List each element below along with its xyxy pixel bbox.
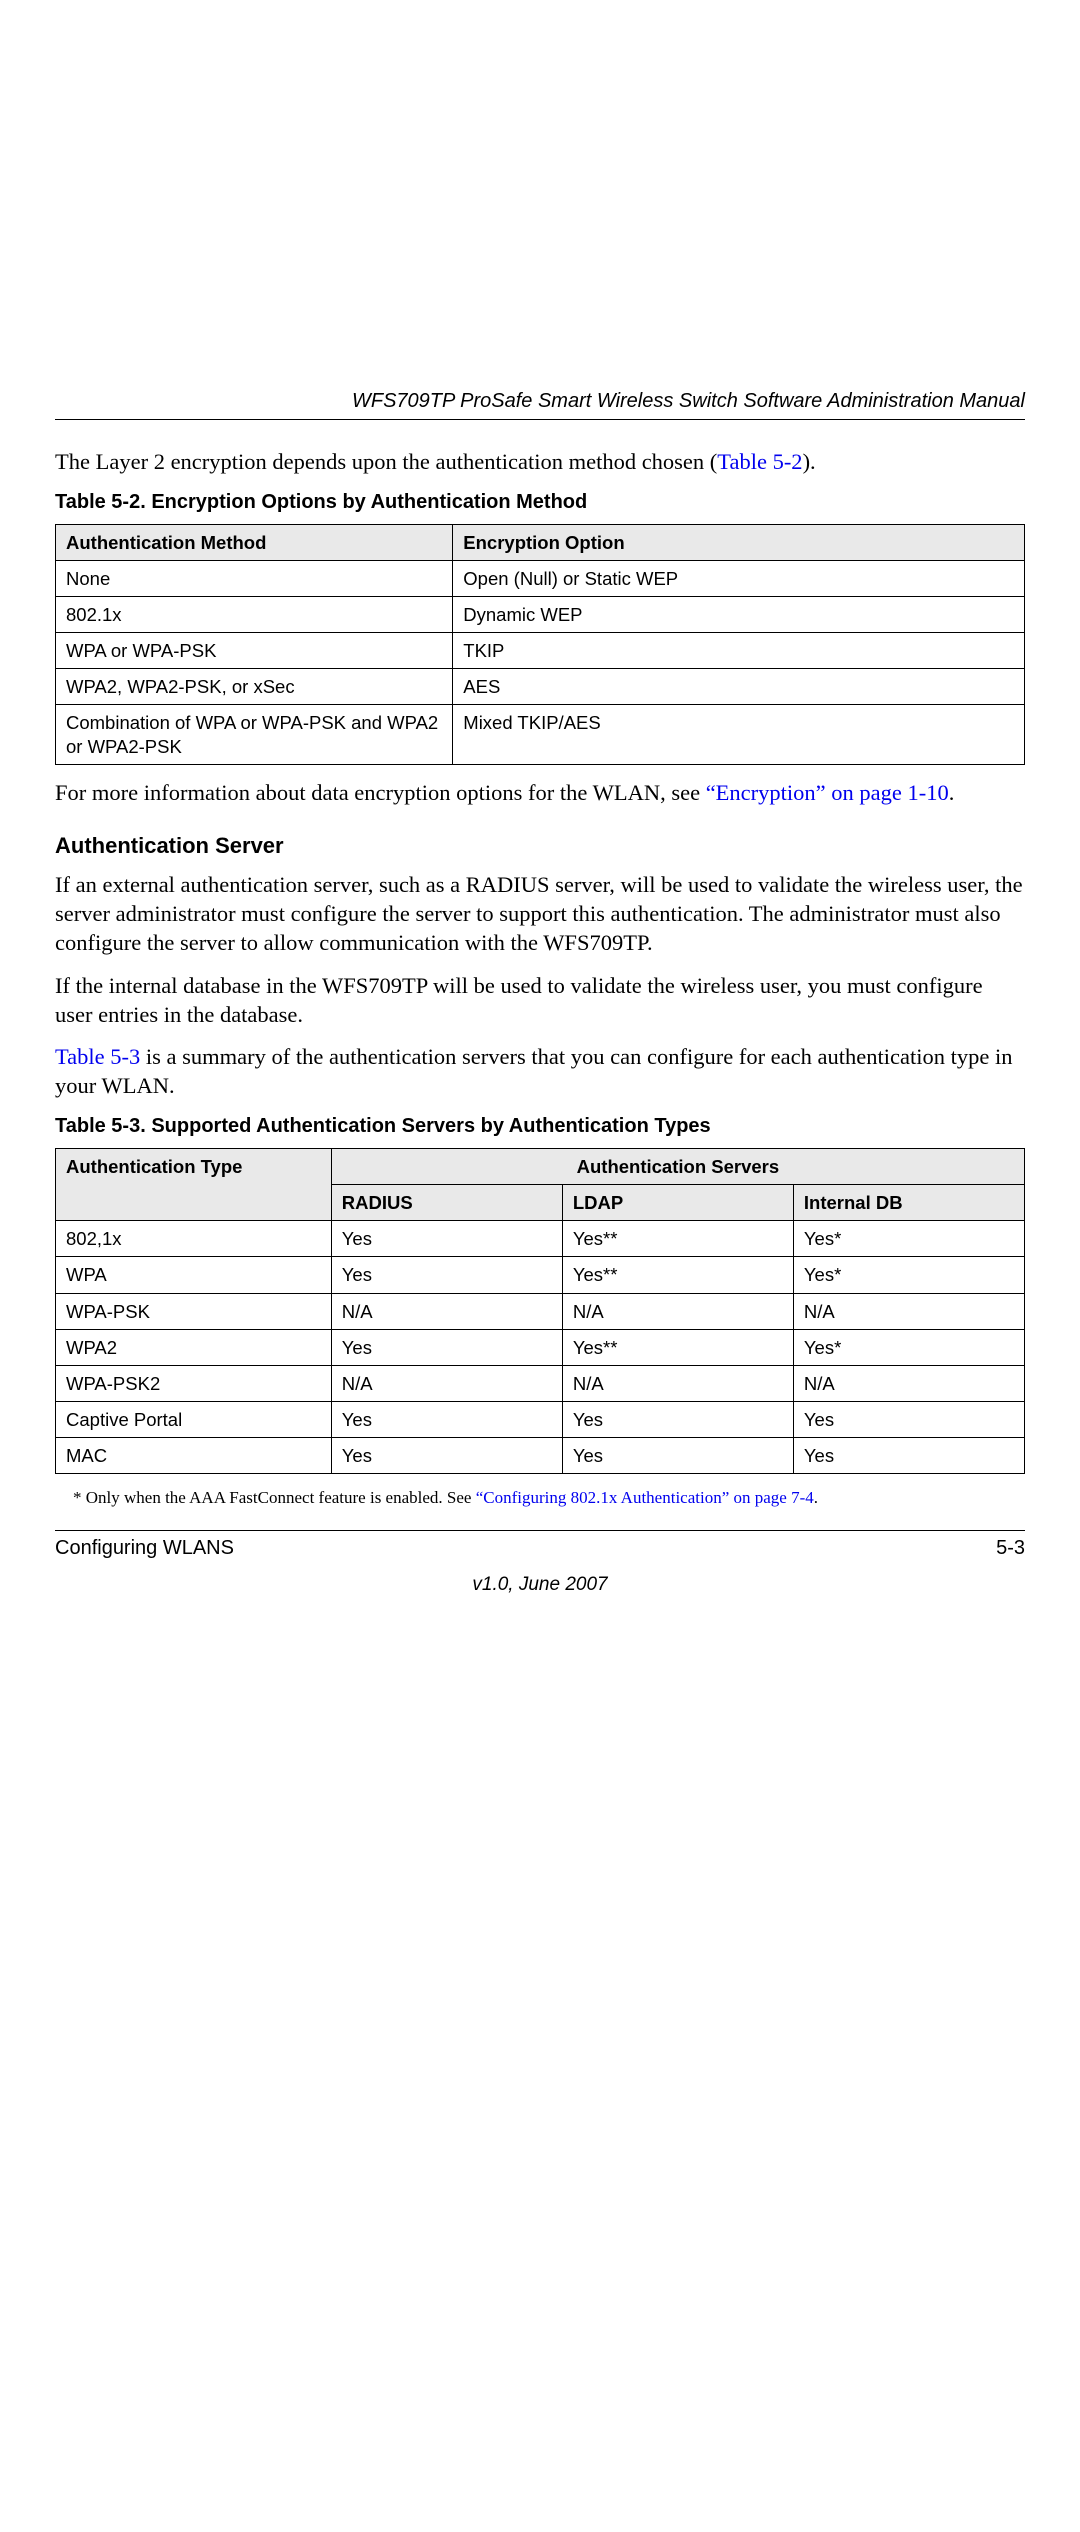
footnote-post: . xyxy=(814,1488,818,1507)
c: Yes xyxy=(793,1438,1024,1474)
table-row: 802.1xDynamic WEP xyxy=(56,597,1025,633)
c: MAC xyxy=(56,1438,332,1474)
footer-left: Configuring WLANS xyxy=(55,1537,234,1560)
t53-spanning-header: Authentication Servers xyxy=(331,1149,1024,1185)
table-row: Combination of WPA or WPA-PSK and WPA2 o… xyxy=(56,705,1025,764)
table-row: WPA2YesYes**Yes* xyxy=(56,1329,1025,1365)
c: N/A xyxy=(793,1293,1024,1329)
t52-c: TKIP xyxy=(453,633,1025,669)
t52-c: WPA or WPA-PSK xyxy=(56,633,453,669)
c: N/A xyxy=(562,1365,793,1401)
t52-h1: Encryption Option xyxy=(453,524,1025,560)
t53-rowhead: Authentication Type xyxy=(56,1149,332,1221)
t53-sub1: LDAP xyxy=(562,1185,793,1221)
footnote: * Only when the AAA FastConnect feature … xyxy=(73,1488,1025,1508)
t52-c: None xyxy=(56,560,453,596)
intro-paragraph: The Layer 2 encryption depends upon the … xyxy=(55,448,1025,477)
t52-c: 802.1x xyxy=(56,597,453,633)
footer-right: 5-3 xyxy=(996,1537,1025,1560)
c: N/A xyxy=(331,1365,562,1401)
c: Yes xyxy=(331,1221,562,1257)
t52-c: AES xyxy=(453,669,1025,705)
t52-c: Open (Null) or Static WEP xyxy=(453,560,1025,596)
heading-authentication-server: Authentication Server xyxy=(55,833,1025,859)
authsrv-para-2: If the internal database in the WFS709TP… xyxy=(55,972,1025,1030)
link-table-5-2[interactable]: Table 5-2 xyxy=(717,449,802,474)
after-t52-paragraph: For more information about data encrypti… xyxy=(55,779,1025,808)
t53-sub0: RADIUS xyxy=(331,1185,562,1221)
c: 802,1x xyxy=(56,1221,332,1257)
c: Yes* xyxy=(793,1329,1024,1365)
c: N/A xyxy=(331,1293,562,1329)
table-row: Captive PortalYesYesYes xyxy=(56,1401,1025,1437)
after-t52-post: . xyxy=(949,780,955,805)
c: WPA2 xyxy=(56,1329,332,1365)
c: Yes xyxy=(562,1438,793,1474)
c: Captive Portal xyxy=(56,1401,332,1437)
table-row: WPA or WPA-PSKTKIP xyxy=(56,633,1025,669)
table-5-3-caption: Table 5-3. Supported Authentication Serv… xyxy=(55,1115,1025,1138)
c: N/A xyxy=(793,1365,1024,1401)
t52-c: Dynamic WEP xyxy=(453,597,1025,633)
c: WPA-PSK xyxy=(56,1293,332,1329)
t52-c: Mixed TKIP/AES xyxy=(453,705,1025,764)
t52-body: NoneOpen (Null) or Static WEP 802.1xDyna… xyxy=(56,560,1025,764)
table-row: NoneOpen (Null) or Static WEP xyxy=(56,560,1025,596)
table-row: WPA-PSKN/AN/AN/A xyxy=(56,1293,1025,1329)
footnote-pre: * Only when the AAA FastConnect feature … xyxy=(73,1488,476,1507)
c: Yes xyxy=(562,1401,793,1437)
c: Yes xyxy=(331,1438,562,1474)
table-header-row: Authentication Method Encryption Option xyxy=(56,524,1025,560)
version-line: v1.0, June 2007 xyxy=(55,1574,1025,1596)
t53-lead-post: is a summary of the authentication serve… xyxy=(55,1044,1012,1098)
page-content: WFS709TP ProSafe Smart Wireless Switch S… xyxy=(55,390,1025,1596)
c: Yes xyxy=(331,1329,562,1365)
c: WPA xyxy=(56,1257,332,1293)
c: Yes** xyxy=(562,1257,793,1293)
c: Yes** xyxy=(562,1329,793,1365)
t53-sub2: Internal DB xyxy=(793,1185,1024,1221)
c: N/A xyxy=(562,1293,793,1329)
link-encryption[interactable]: “Encryption” on page 1-10 xyxy=(706,780,949,805)
t52-c: WPA2, WPA2-PSK, or xSec xyxy=(56,669,453,705)
c: Yes** xyxy=(562,1221,793,1257)
t52-h0: Authentication Method xyxy=(56,524,453,560)
table-row: 802,1xYesYes**Yes* xyxy=(56,1221,1025,1257)
link-table-5-3[interactable]: Table 5-3 xyxy=(55,1044,140,1069)
page-footer: Configuring WLANS 5-3 xyxy=(55,1530,1025,1560)
table-header-row: Authentication Type Authentication Serve… xyxy=(56,1149,1025,1185)
table-row: WPAYesYes**Yes* xyxy=(56,1257,1025,1293)
table-5-2: Authentication Method Encryption Option … xyxy=(55,524,1025,765)
after-t52-pre: For more information about data encrypti… xyxy=(55,780,706,805)
table-row: WPA-PSK2N/AN/AN/A xyxy=(56,1365,1025,1401)
c: Yes* xyxy=(793,1221,1024,1257)
table-row: WPA2, WPA2-PSK, or xSecAES xyxy=(56,669,1025,705)
c: Yes* xyxy=(793,1257,1024,1293)
c: WPA-PSK2 xyxy=(56,1365,332,1401)
running-head: WFS709TP ProSafe Smart Wireless Switch S… xyxy=(55,390,1025,420)
intro-text-post: ). xyxy=(803,449,816,474)
table-5-3: Authentication Type Authentication Serve… xyxy=(55,1148,1025,1474)
intro-text-pre: The Layer 2 encryption depends upon the … xyxy=(55,449,717,474)
t53-body: 802,1xYesYes**Yes* WPAYesYes**Yes* WPA-P… xyxy=(56,1221,1025,1474)
authsrv-para-1: If an external authentication server, su… xyxy=(55,871,1025,957)
c: Yes xyxy=(793,1401,1024,1437)
t53-lead-paragraph: Table 5-3 is a summary of the authentica… xyxy=(55,1043,1025,1101)
link-configuring-8021x[interactable]: “Configuring 802.1x Authentication” on p… xyxy=(476,1488,814,1507)
table-5-2-caption: Table 5-2. Encryption Options by Authent… xyxy=(55,491,1025,514)
table-row: MACYesYesYes xyxy=(56,1438,1025,1474)
c: Yes xyxy=(331,1401,562,1437)
c: Yes xyxy=(331,1257,562,1293)
t52-c: Combination of WPA or WPA-PSK and WPA2 o… xyxy=(56,705,453,764)
